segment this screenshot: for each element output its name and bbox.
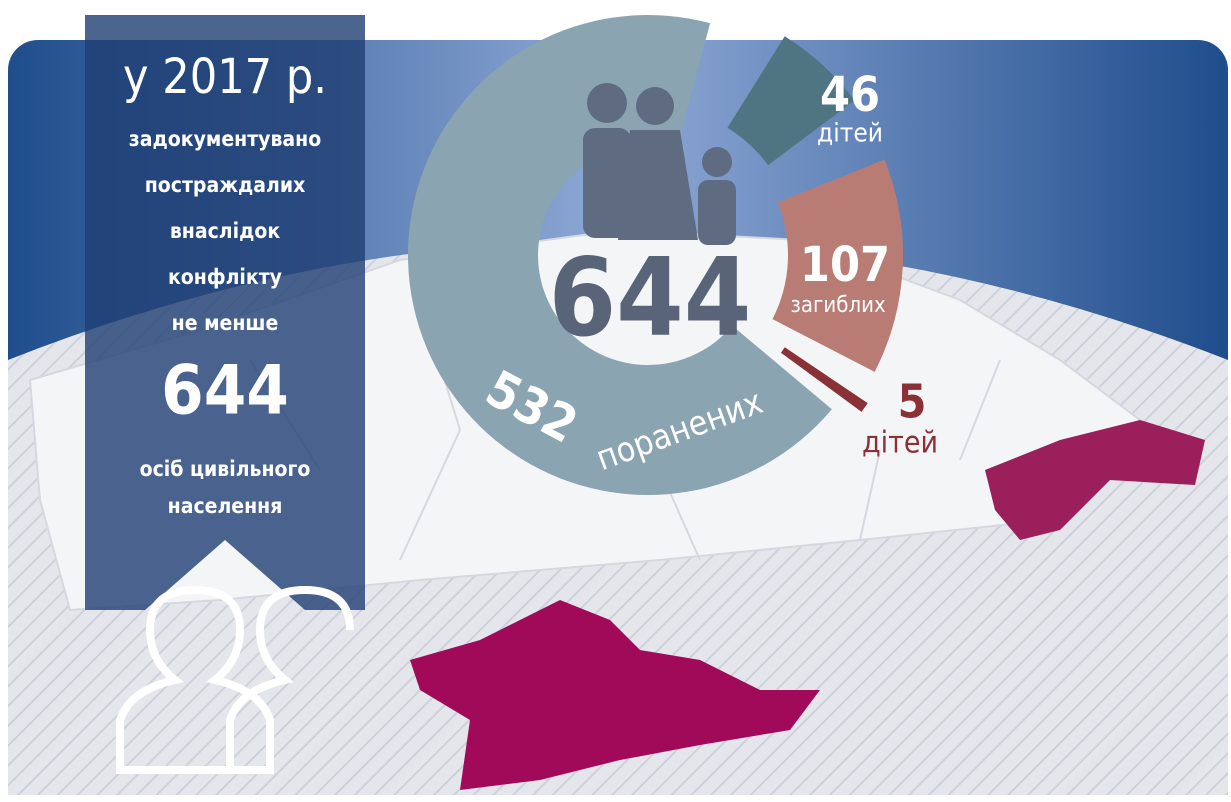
donut-segment [780,347,868,412]
map-crimea [410,600,820,790]
banner-line: конфлікту [168,265,282,289]
banner [85,15,365,610]
banner-footer: осіб цивільного [140,457,311,481]
donut-segment [772,159,904,372]
map-east [985,420,1205,540]
donut-segment [727,36,855,166]
year: у 2017 р. [123,49,327,105]
family-icon [583,83,736,245]
segment-label: дітей [817,119,883,149]
banner-number: 644 [161,352,289,431]
banner-footer: населення [168,494,283,518]
donut-segment [408,15,832,496]
total-label: 644 [549,236,752,361]
banner-line: внаслідок [170,219,281,243]
banner-lines: задокументувано постраждалих внаслідок конф… [129,127,321,335]
people-outline [116,585,354,774]
segment-label: загиблих [790,293,886,318]
banner-line: не менше [172,311,279,335]
banner-line: задокументувано [129,127,321,151]
segment-label: 46 [820,67,880,123]
banner-line: постраждалих [145,173,306,197]
segment-label: 5 [898,375,927,429]
segment-label: дітей [862,426,938,461]
segment-label: 107 [800,237,890,293]
